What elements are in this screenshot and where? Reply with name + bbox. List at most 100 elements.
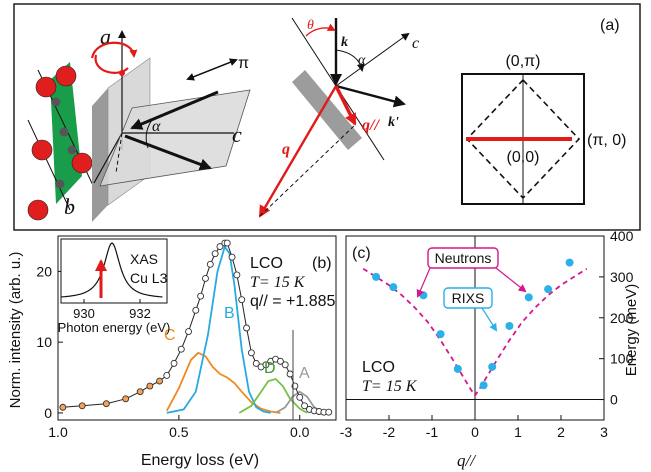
scattering-vectors: c α k θ k' q q// (258, 17, 419, 218)
bz-top-label: (0,π) (505, 53, 540, 70)
peak-b-curve (166, 244, 271, 414)
panel-b: 1.0 0.5 0.0 0 10 20 Norm. intensity (arb. u.)… (7, 235, 337, 469)
magnetic-bz (465, 78, 581, 200)
rixs-point (436, 330, 445, 339)
theta-arc (305, 23, 336, 37)
projection-dashed (259, 123, 357, 217)
k-label: k (341, 35, 348, 50)
chain-line-2 (27, 119, 71, 211)
y-tick-label: 200 (610, 310, 634, 326)
y-tick-label: 300 (610, 269, 634, 285)
oxygen-atom (55, 65, 77, 87)
data-point (206, 260, 214, 268)
k-prime-label: k' (388, 115, 399, 130)
data-point (216, 243, 224, 251)
x-tick-label: 0.0 (290, 424, 310, 440)
pi-label: π (238, 55, 249, 72)
peak-a-label: A (299, 365, 310, 382)
rotation-arrow-tail (94, 54, 129, 74)
data-point (233, 271, 241, 279)
xas-curve (61, 242, 163, 298)
rixs-label-box (443, 287, 493, 309)
sample-slab-side (92, 88, 108, 222)
data-point (102, 400, 110, 408)
rixs-point (524, 293, 533, 302)
x-tick-label: -3 (340, 424, 353, 440)
rixs-point (565, 258, 574, 267)
sample-edge (292, 70, 362, 150)
neutrons-label: Neutrons (435, 250, 492, 266)
panel-c-ylabel: Energy (meV) (623, 284, 640, 377)
crystal-geometry: a b c α π (27, 24, 251, 222)
data-point (252, 359, 260, 367)
data-point (296, 393, 304, 401)
panel-a-label: (a) (600, 17, 620, 34)
rixs-point (544, 285, 553, 294)
rotation-axis-dot (119, 70, 125, 76)
data-point (78, 402, 86, 410)
y-tick-label: 10 (36, 334, 52, 350)
info-sample: LCO (250, 255, 283, 272)
data-point (122, 395, 130, 403)
c-axis-label: c (412, 35, 419, 52)
alpha2-arc (335, 49, 365, 72)
oxygen-atom (27, 199, 49, 221)
data-point (262, 361, 270, 369)
data-point (211, 250, 219, 258)
y-tick-label: 0 (44, 405, 52, 421)
bz-center-label: (0,0) (507, 149, 540, 166)
data-point (247, 349, 255, 357)
data-point (223, 239, 231, 247)
polarization-arrow-back (186, 59, 237, 81)
neutrons-label-box (427, 247, 499, 269)
c-axis-arrow (335, 32, 410, 87)
rixs-point (419, 291, 428, 300)
panel-b-ylabel: Norm. intensity (arb. u.) (7, 252, 24, 409)
oxygen-atom (71, 152, 93, 174)
rotation-arrow (90, 41, 138, 59)
data-point (325, 408, 333, 416)
q-parallel-vector (334, 85, 357, 126)
x-tick-label: 1 (514, 424, 522, 440)
panel-a: (a) a b (13, 3, 641, 231)
inset-tick-930: 930 (73, 306, 95, 321)
scattered-beam (124, 134, 212, 171)
xas-inset: XAS Cu L3 930 932 Photon energy (eV) (58, 238, 170, 335)
x-tick-label: 0.5 (169, 424, 189, 440)
q-label: q (282, 141, 290, 158)
oxygen-atom (35, 76, 57, 98)
rixs-point (505, 321, 514, 330)
rixs-label: RIXS (452, 290, 485, 306)
peak-c-label: C (164, 327, 176, 344)
panel-a-frame (13, 3, 641, 231)
data-point (136, 388, 144, 396)
data-point (238, 296, 246, 304)
alpha2-label: α (358, 53, 366, 68)
data-point (156, 377, 163, 385)
x-tick-label: 1.0 (48, 424, 68, 440)
peak-c-curve (166, 351, 281, 414)
data-point (286, 370, 294, 378)
data-point (59, 403, 67, 411)
x-tick-label: -1 (426, 424, 439, 440)
x-tick-label: -2 (383, 424, 396, 440)
y-tick-label: 400 (610, 228, 634, 244)
incident-beam (130, 90, 219, 130)
bz-right-label: (π, 0) (587, 132, 626, 149)
rixs-point (372, 272, 381, 281)
data-point (243, 324, 251, 332)
panel-c-sample: LCO (362, 359, 395, 376)
copper-atom (67, 145, 77, 155)
data-point (202, 275, 209, 282)
rixs-pointer (481, 307, 498, 332)
panel-c-xlabel: q// (457, 451, 477, 470)
panel-b-axes (57, 235, 337, 421)
peak-d-label: D (264, 360, 276, 377)
inset-tick-932: 932 (129, 306, 151, 321)
panel-c-label: (c) (352, 245, 371, 262)
neutron-dispersion-curve (362, 267, 588, 398)
peak-d-curve (238, 377, 308, 414)
axis-a-label: a (100, 24, 111, 49)
